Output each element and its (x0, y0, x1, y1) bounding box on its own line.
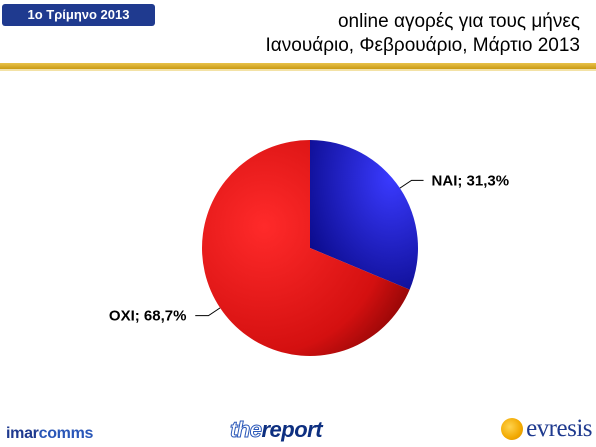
pie-chart: ΝΑΙ; 31,3% ΟΧΙ; 68,7% (109, 140, 509, 356)
pie-labels: ΝΑΙ; 31,3% ΟΧΙ; 68,7% (109, 172, 509, 324)
imarcomms-logo: imarcomms (6, 425, 94, 442)
thereport-logo: thereport (230, 417, 323, 443)
header-divider (0, 63, 596, 69)
slice-label-οχι: ΟΧΙ; 68,7% (109, 308, 187, 325)
chart-title: online αγορές για τους μήνες Ιανουάριο, … (265, 10, 580, 58)
evresis-mark-icon (501, 418, 524, 440)
pie-slice-οχι (202, 140, 410, 356)
pie-slices (202, 140, 418, 356)
leader-line-οχι (195, 307, 221, 317)
leader-line-ναι (399, 179, 424, 189)
quarter-badge: 1ο Τρίμηνο 2013 (2, 4, 155, 26)
slice-label-ναι: ΝΑΙ; 31,3% (432, 172, 510, 189)
title-line-1: online αγορές για τους μήνες (337, 11, 580, 32)
pie-slice-ναι (310, 140, 418, 290)
title-line-2: Ιανουάριο, Φεβρουάριο, Μάρτιο 2013 (265, 35, 580, 56)
header-divider-highlight (0, 69, 596, 71)
evresis-logo: evresis (501, 415, 592, 443)
